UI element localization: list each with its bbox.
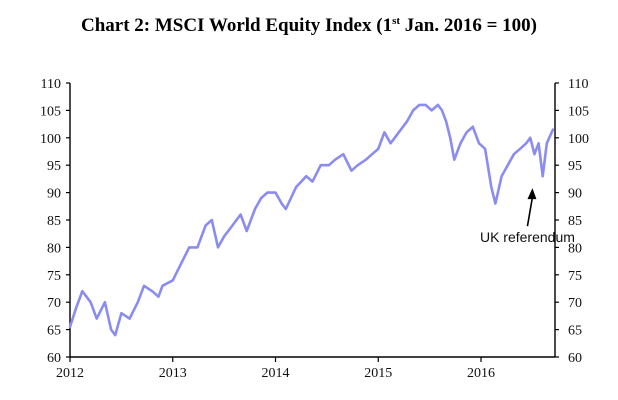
y-tick-label-right: 100 xyxy=(568,132,589,147)
y-tick-label-left: 60 xyxy=(47,351,61,366)
y-tick-label-right: 90 xyxy=(568,187,582,202)
y-tick-label-left: 95 xyxy=(47,159,61,174)
y-tick-label-right: 80 xyxy=(568,241,582,256)
x-tick-label: 2016 xyxy=(467,366,495,381)
chart-title-prefix: Chart 2: MSCI World Equity Index (1 xyxy=(80,15,393,36)
y-tick-label-right: 110 xyxy=(568,77,588,92)
y-tick-label-left: 75 xyxy=(47,269,61,284)
chart-title: Chart 2: MSCI World Equity Index (1st Ja… xyxy=(0,15,618,37)
x-tick-label: 2013 xyxy=(159,366,187,381)
y-tick-label-right: 75 xyxy=(568,269,582,284)
y-tick-label-left: 110 xyxy=(41,77,61,92)
y-tick-label-right: 60 xyxy=(568,351,582,366)
y-tick-label-left: 105 xyxy=(40,104,61,119)
annotation-arrowhead xyxy=(527,188,537,200)
series-line-0 xyxy=(68,103,555,337)
y-tick-label-left: 85 xyxy=(47,214,61,229)
y-tick-label-right: 85 xyxy=(568,214,582,229)
x-tick-label: 2014 xyxy=(262,366,290,381)
y-tick-label-right: 65 xyxy=(568,324,582,339)
annotation-label: UK referendum xyxy=(480,229,575,245)
chart-annotations: UK referendum xyxy=(480,188,575,245)
chart-title-superscript: st xyxy=(392,15,401,27)
x-tick-label: 2012 xyxy=(56,366,84,381)
y-tick-label-left: 90 xyxy=(47,187,61,202)
y-tick-label-right: 95 xyxy=(568,159,582,174)
y-tick-label-right: 70 xyxy=(568,296,582,311)
chart-axes: 60 60 65 65 70 70 75 75 80 80 85 85 90 90 95 95 100 100 10… xyxy=(40,77,589,381)
y-tick-label-left: 80 xyxy=(47,241,61,256)
y-tick-label-left: 100 xyxy=(40,132,61,147)
y-tick-label-left: 70 xyxy=(47,296,61,311)
y-tick-label-left: 65 xyxy=(47,324,61,339)
chart-title-suffix: Jan. 2016 = 100) xyxy=(400,15,538,36)
annotation-arrow-shaft xyxy=(526,197,534,227)
chart-plot-area xyxy=(68,103,555,337)
x-tick-label: 2015 xyxy=(364,366,392,381)
y-tick-label-right: 105 xyxy=(568,104,589,119)
